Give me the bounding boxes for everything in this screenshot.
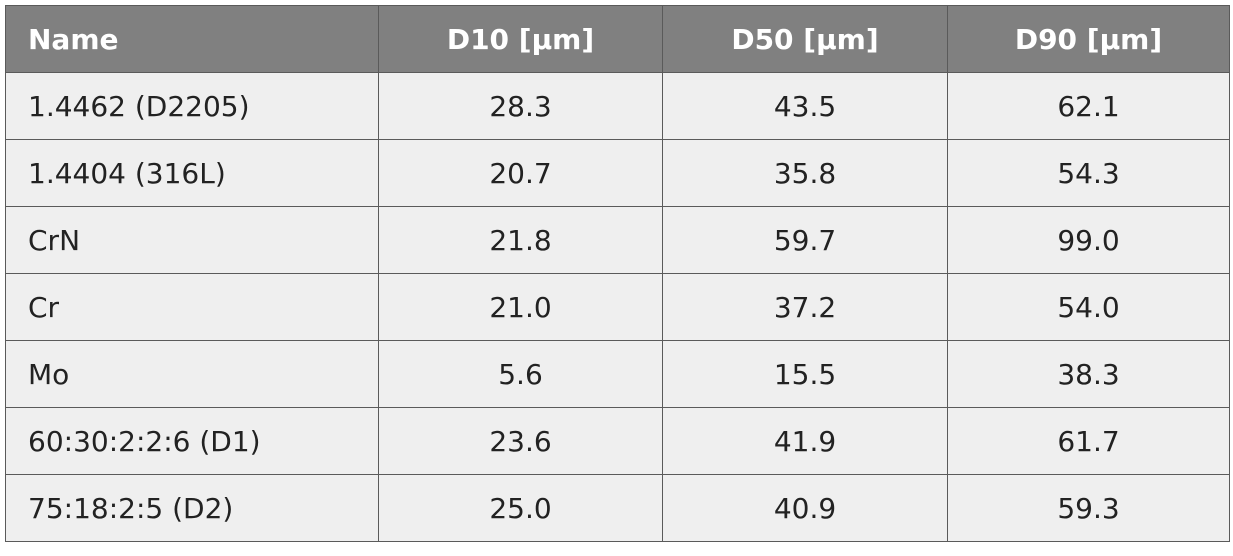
- value-cell: 61.7: [947, 407, 1230, 475]
- table-row: 1.4462 (D2205) 28.3 43.5 62.1: [5, 72, 1230, 140]
- value-cell: 37.2: [662, 273, 948, 341]
- header-row: Name D10 [µm] D50 [µm] D90 [µm]: [5, 5, 1230, 73]
- header-cell: D50 [µm]: [662, 5, 948, 73]
- value-cell: 5.6: [378, 340, 663, 408]
- name-cell: 1.4462 (D2205): [5, 72, 379, 140]
- value-cell: 41.9: [662, 407, 948, 475]
- header-cell: D10 [µm]: [378, 5, 663, 73]
- name-cell: 75:18:2:5 (D2): [5, 474, 379, 542]
- value-cell: 23.6: [378, 407, 663, 475]
- value-cell: 62.1: [947, 72, 1230, 140]
- table-row: Cr 21.0 37.2 54.0: [5, 273, 1230, 341]
- name-cell: 60:30:2:2:6 (D1): [5, 407, 379, 475]
- value-cell: 40.9: [662, 474, 948, 542]
- value-cell: 38.3: [947, 340, 1230, 408]
- value-cell: 54.3: [947, 139, 1230, 207]
- value-cell: 54.0: [947, 273, 1230, 341]
- name-cell: 1.4404 (316L): [5, 139, 379, 207]
- table-row: 60:30:2:2:6 (D1) 23.6 41.9 61.7: [5, 407, 1230, 475]
- header-cell: Name: [5, 5, 379, 73]
- table-row: CrN 21.8 59.7 99.0: [5, 206, 1230, 274]
- table-row: Mo 5.6 15.5 38.3: [5, 340, 1230, 408]
- value-cell: 20.7: [378, 139, 663, 207]
- table-row: 1.4404 (316L) 20.7 35.8 54.3: [5, 139, 1230, 207]
- table-header: Name D10 [µm] D50 [µm] D90 [µm]: [5, 5, 1230, 73]
- name-cell: Cr: [5, 273, 379, 341]
- name-cell: CrN: [5, 206, 379, 274]
- value-cell: 28.3: [378, 72, 663, 140]
- value-cell: 21.0: [378, 273, 663, 341]
- value-cell: 59.7: [662, 206, 948, 274]
- value-cell: 15.5: [662, 340, 948, 408]
- value-cell: 21.8: [378, 206, 663, 274]
- value-cell: 35.8: [662, 139, 948, 207]
- header-cell: D90 [µm]: [947, 5, 1230, 73]
- table-row: 75:18:2:5 (D2) 25.0 40.9 59.3: [5, 474, 1230, 542]
- value-cell: 43.5: [662, 72, 948, 140]
- table-body: 1.4462 (D2205) 28.3 43.5 62.1 1.4404 (316L) 2…: [5, 72, 1230, 542]
- data-table: Name D10 [µm] D50 [µm] D90 [µm] 1.4462 (D22…: [5, 5, 1230, 542]
- value-cell: 59.3: [947, 474, 1230, 542]
- value-cell: 25.0: [378, 474, 663, 542]
- value-cell: 99.0: [947, 206, 1230, 274]
- name-cell: Mo: [5, 340, 379, 408]
